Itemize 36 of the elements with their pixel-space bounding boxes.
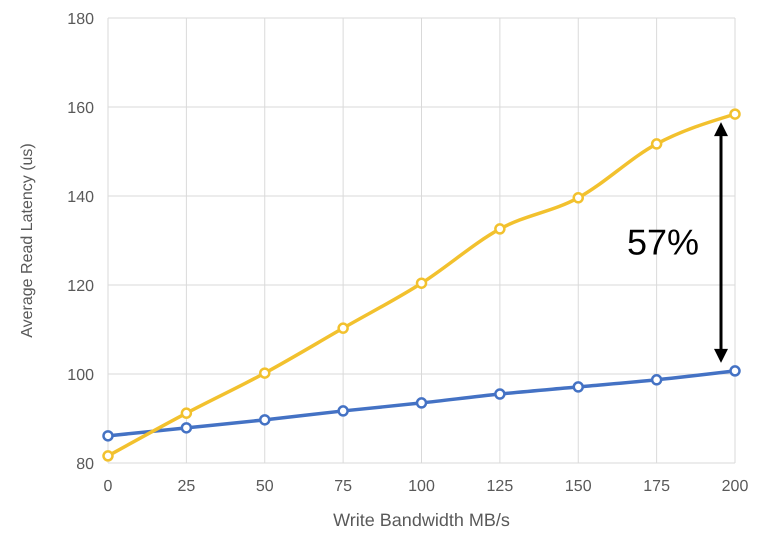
point <box>494 388 506 400</box>
y-tick-label: 80 <box>76 456 94 473</box>
point <box>337 405 349 417</box>
x-axis-title: Write Bandwidth MB/s <box>333 510 510 530</box>
x-tick-label: 125 <box>486 478 514 495</box>
point <box>416 397 428 409</box>
point <box>102 430 114 442</box>
point <box>259 414 270 426</box>
y-tick-label: 160 <box>67 100 94 117</box>
x-tick-label: 75 <box>334 478 352 495</box>
point <box>572 192 584 204</box>
point <box>259 367 270 379</box>
point <box>494 223 506 235</box>
y-tick-label: 180 <box>67 11 94 28</box>
point <box>180 407 192 419</box>
x-tick-label: 150 <box>564 478 592 495</box>
point <box>180 422 192 434</box>
x-tick-label: 25 <box>177 478 196 495</box>
point <box>572 381 584 393</box>
x-tick-label: 50 <box>256 478 274 495</box>
point <box>102 450 114 462</box>
point <box>650 374 662 386</box>
point <box>729 108 741 120</box>
point <box>729 365 741 377</box>
x-tick-label: 100 <box>408 478 435 495</box>
x-tick-label: 0 <box>104 478 113 495</box>
y-tick-label: 140 <box>67 189 94 206</box>
point <box>416 277 428 289</box>
point <box>650 138 662 150</box>
annotation: 57% <box>626 222 699 263</box>
y-axis-title: Average Read Latency (us) <box>19 143 36 338</box>
y-tick-label: 100 <box>67 367 94 384</box>
y-tick-label: 120 <box>67 278 94 295</box>
point <box>337 322 349 334</box>
x-tick-label: 175 <box>643 478 670 495</box>
x-tick-label: 200 <box>722 478 748 495</box>
